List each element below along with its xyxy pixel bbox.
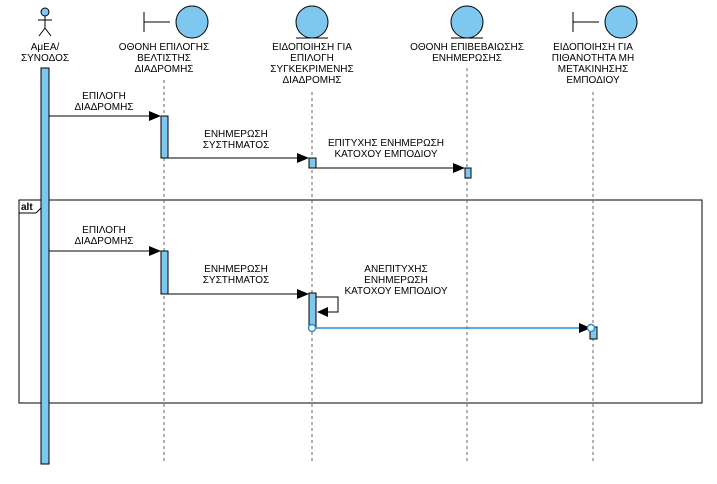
connector-handle: [586, 323, 596, 333]
entity-icon: [295, 5, 329, 39]
alt-fragment-tab: [18, 199, 42, 214]
activation-bar: [40, 67, 50, 465]
participant-label: ΕΙΔΟΠΟΙΗΣΗ ΓΙΑ: [553, 42, 633, 53]
message-label: ΣΥΣΤΗΜΑΤΟΣ: [203, 275, 270, 286]
participant-label: ΔΙΑΔΡΟΜΗΣ: [283, 75, 342, 86]
connector-handle: [307, 323, 317, 333]
message-label: ΕΠΙΛΟΓΗ: [82, 91, 126, 102]
alt-fragment-label: alt: [21, 202, 33, 213]
selected-connector: [307, 323, 596, 333]
message-label: ΕΝΗΜΕΡΩΣΗ: [364, 275, 428, 286]
activation-bar: [464, 167, 472, 179]
boundary-icon: [572, 5, 638, 39]
self-message-arrow: [316, 296, 339, 317]
message-label: ΕΝΗΜΕΡΩΣΗ: [204, 264, 268, 275]
participant-label: ΜΕΤΑΚΙΝΗΣΗΣ: [558, 64, 629, 75]
message-label: ΕΠΙΤΥΧΗΣ ΕΝΗΜΕΡΩΣΗ: [328, 138, 444, 149]
participant-label: ΕΝΗΜΕΡΩΣΗΣ: [432, 53, 502, 64]
message-label: ΕΠΙΛΟΓΗ: [82, 225, 126, 236]
activation-bar: [160, 250, 169, 295]
participant-label: ΕΙΔΟΠΟΙΗΣΗ ΓΙΑ: [272, 42, 352, 53]
activation-bar: [308, 292, 317, 329]
participant-label: ΒΕΛΤΙΣΤΗΣ: [137, 53, 191, 64]
message-label: ΚΑΤΟΧΟΥ ΕΜΠΟΔΙΟΥ: [344, 286, 447, 297]
participant-label: ΣΥΓΚΕΚΡΙΜΕΝΗΣ: [270, 64, 353, 75]
participant-label: ΠΙΘΑΝΟΤΗΤΑ ΜΗ: [552, 53, 634, 64]
actor-icon: [38, 7, 52, 37]
participant-label: ΟΘΟΝΗ ΕΠΙΛΟΓΗΣ: [119, 42, 209, 53]
alt-fragment: [18, 199, 703, 404]
message-label: ΔΙΑΔΡΟΜΗΣ: [75, 102, 134, 113]
message-arrow: [168, 153, 309, 163]
message-arrow: [49, 111, 161, 121]
participant-label: ΕΜΠΟΔΙΟΥ: [566, 75, 620, 86]
entity-icon: [450, 5, 484, 39]
message-label: ΣΥΣΤΗΜΑΤΟΣ: [203, 140, 270, 151]
activation-bar: [160, 115, 169, 159]
participant-label: ΑμΕΑ/: [31, 42, 60, 53]
participant-label: ΣΥΝΟΔΟΣ: [21, 53, 69, 64]
message-arrow: [49, 246, 161, 256]
participant-label: ΔΙΑΔΡΟΜΗΣ: [135, 64, 194, 75]
participant-label: ΕΠΙΛΟΓΗ: [290, 53, 334, 64]
message-label: ΕΝΗΜΕΡΩΣΗ: [204, 129, 268, 140]
activation-bar: [308, 157, 317, 169]
message-arrow: [168, 289, 309, 299]
message-label: ΑΝΕΠΙΤΥΧΗΣ: [364, 264, 427, 275]
message-label: ΔΙΑΔΡΟΜΗΣ: [75, 236, 134, 247]
participant-label: ΟΘΟΝΗ ΕΠΙΒΕΒΑΙΩΣΗΣ: [410, 42, 524, 53]
boundary-icon: [143, 5, 209, 39]
message-label: ΚΑΤΟΧΟΥ ΕΜΠΟΔΙΟΥ: [334, 149, 437, 160]
message-arrow: [316, 163, 465, 173]
